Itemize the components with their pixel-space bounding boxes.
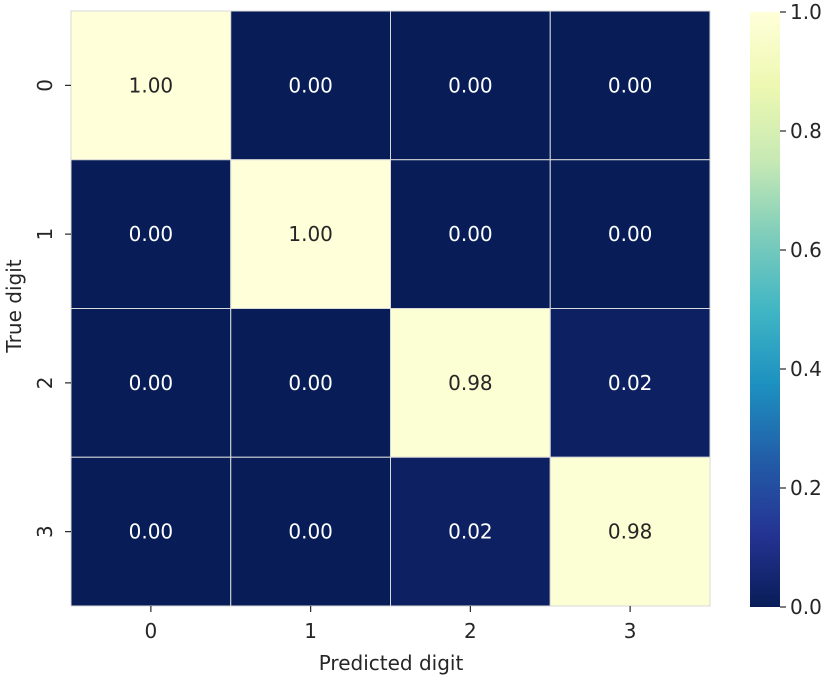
heatmap-cell [390,456,551,607]
y-axis-ticks: 0 1 2 3 [33,79,71,538]
y-tick-label: 2 [33,377,57,390]
x-tick-label: 0 [145,619,158,643]
colorbar-tick-label: 0.4 [790,357,822,381]
cell-value-label: 0.98 [608,520,653,544]
cell-value-label: 0.00 [129,371,174,395]
heatmap-cell [230,456,391,607]
x-axis-ticks: 0 1 2 3 [145,606,637,643]
cell-value-label: 0.00 [129,520,174,544]
heatmap-cell [390,159,551,309]
y-tick-label: 3 [33,525,57,538]
colorbar-tick-label: 0.8 [790,119,822,143]
cell-value-label: 0.00 [448,222,493,246]
cell-value-label: 0.02 [448,520,493,544]
cell-value-label: 0.02 [608,371,653,395]
heatmap-cell [549,456,711,607]
heatmap-cell [549,159,711,309]
y-tick-label: 1 [33,228,57,241]
heatmap-cell [549,308,711,458]
heatmap-cell [230,10,391,161]
colorbar-tick-label: 0.6 [790,238,822,262]
cell-value-label: 0.98 [448,371,493,395]
heatmap-cell [70,456,232,607]
heatmap-cell [549,10,711,161]
y-axis-label: True digit [2,259,26,353]
x-tick-label: 3 [624,619,637,643]
heatmap-cell [70,10,232,161]
colorbar-tick-label: 0.0 [790,595,822,619]
cell-value-label: 1.00 [129,73,174,97]
cell-value-label: 0.00 [288,520,333,544]
cell-value-label: 0.00 [608,73,653,97]
cell-value-label: 1.00 [288,222,333,246]
cell-value-label: 0.00 [129,222,174,246]
x-axis-label: Predicted digit [319,651,464,675]
colorbar-tick-label: 0.2 [790,476,822,500]
y-tick-label: 0 [33,79,57,92]
colorbar-tick-label: 1.0 [790,0,822,24]
cell-value-label: 0.00 [608,222,653,246]
colorbar: 0.0 0.2 0.4 0.6 0.8 1.0 [750,0,822,619]
heatmap-cell [230,159,391,309]
colorbar-gradient [750,12,780,607]
cell-value-label: 0.00 [288,371,333,395]
heatmap-cells: 1.00 0.00 0.00 0.00 0.00 1.00 0.00 0.00 0.00 0.00… [70,10,711,607]
cell-value-label: 0.00 [448,73,493,97]
cell-value-label: 0.00 [288,73,333,97]
heatmap-cell [230,308,391,458]
heatmap-cell [70,159,232,309]
x-tick-label: 2 [464,619,477,643]
heatmap-cell [390,10,551,161]
x-tick-label: 1 [304,619,317,643]
